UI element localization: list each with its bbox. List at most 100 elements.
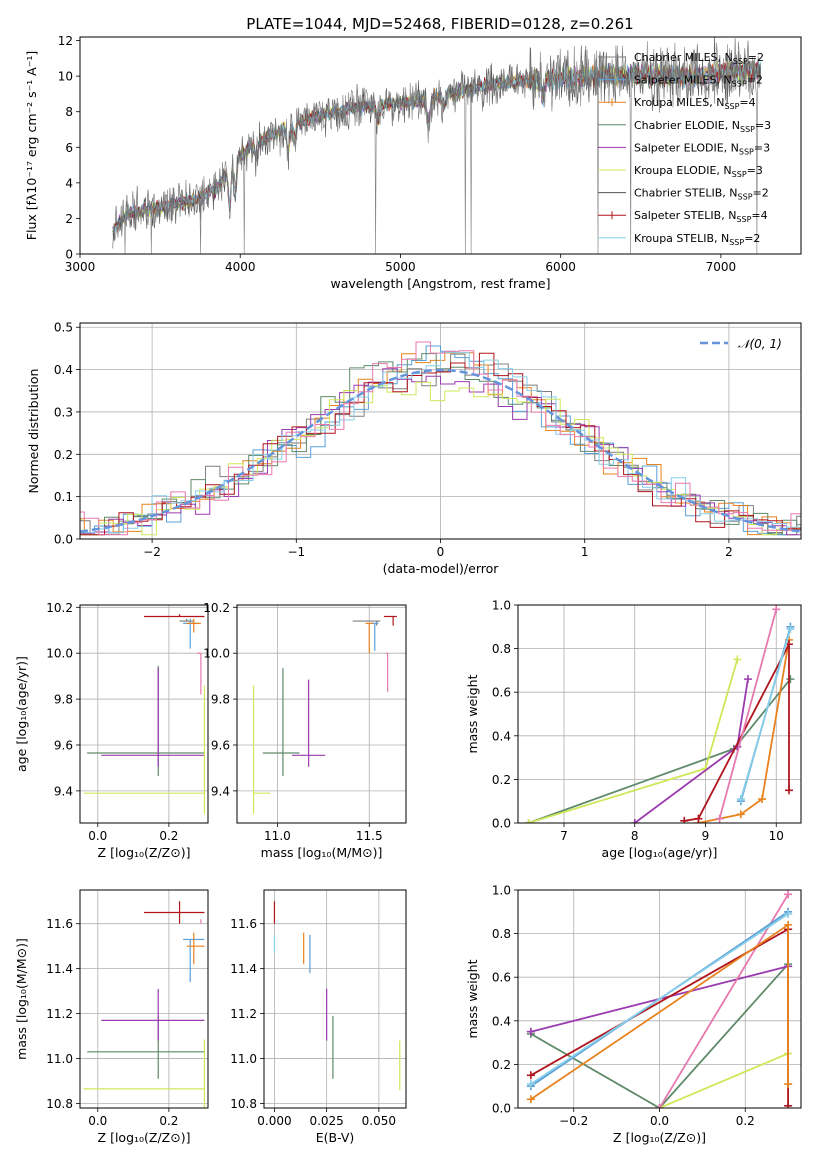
mass-weight-vs-age-marker (758, 795, 767, 804)
legend-label: Salpeter STELIB, NSSP=4 (634, 209, 768, 224)
mass-weight-vs-Z-xtick-label: −0.2 (559, 1114, 588, 1128)
mass-vs-Z-ylabel: mass [log₁₀(M/M⊙)] (14, 938, 29, 1060)
mass-weight-vs-age-ylabel: mass weight (465, 674, 480, 753)
age-vs-mass-plot-area (252, 615, 397, 814)
mass-vs-Z-xtick-label: 0.2 (159, 1114, 178, 1128)
residual-histograms-ytick-label: 0.3 (54, 405, 73, 419)
mass-weight-vs-age-plot-area (524, 605, 795, 823)
mass-weight-vs-age-frame (517, 604, 802, 824)
spectrum-legend: Chabrier MILES, NSSP=2 Salpeter MILES, NS… (598, 51, 771, 247)
mass-weight-vs-Z-line (659, 1052, 789, 1108)
spectrum-ytick-label: 12 (58, 34, 73, 48)
mass-weight-vs-age-xlabel: age [log₁₀(age/yr)] (602, 845, 718, 860)
mass-vs-Z-ytick-label: 11.0 (46, 1052, 73, 1066)
residual-histograms-ytick-label: 0.1 (54, 490, 73, 504)
mass-weight-vs-age-marker (784, 786, 793, 795)
mass-weight-vs-age-marker (772, 605, 781, 614)
legend-label: Kroupa STELIB, NSSP=2 (634, 232, 760, 247)
age-vs-mass-ytick-label: 10.2 (203, 601, 230, 615)
residual-histograms-xtick-label: 2 (725, 545, 733, 559)
mass-weight-vs-age-ytick-label: 0.8 (492, 642, 511, 656)
mass-weight-vs-Z-xtick-label: 0.0 (650, 1114, 669, 1128)
mass-weight-vs-age-marker (736, 810, 745, 819)
mass-weight-vs-Z-series (655, 890, 793, 1108)
spectrum-ytick-label: 6 (65, 141, 73, 155)
mass-weight-vs-age-marker (733, 655, 742, 664)
spectrum-xtick-label: 4000 (225, 260, 256, 274)
legend-label: Kroupa ELODIE, NSSP=3 (634, 164, 763, 179)
mass-weight-vs-Z-ytick-label: 0.2 (492, 1058, 511, 1072)
spectrum-ytick-label: 2 (65, 212, 73, 226)
mass-weight-vs-age-ytick-label: 1.0 (492, 599, 511, 613)
age-vs-Z-xtick-label: 0.0 (88, 829, 107, 843)
mass-weight-vs-age-ytick-label: 0.4 (492, 729, 511, 743)
mass-weight-vs-Z-xlabel: Z [log₁₀(Z/Z⊙)] (613, 1130, 706, 1145)
mass-vs-Z-grid (80, 890, 208, 1108)
mass-vs-Z-ytick-label: 11.4 (46, 962, 73, 976)
mass-weight-vs-age-marker (524, 819, 533, 823)
residual-histograms-xtick-label: −1 (287, 545, 305, 559)
age-vs-Z-plot-area (83, 614, 206, 814)
residual-histograms-xtick-label: 1 (581, 545, 589, 559)
age-vs-Z-point (186, 618, 201, 633)
residual-histograms-xlabel: (data-model)/error (383, 561, 500, 576)
legend-label: 𝒩(0, 1) (738, 337, 782, 351)
mass-weight-vs-Z-series (526, 909, 793, 1089)
residual-histograms-xtick-label: 0 (437, 545, 445, 559)
spectrum-ytick-label: 4 (65, 176, 73, 190)
mass-vs-Z-ytick-label: 10.8 (46, 1097, 73, 1111)
spectrum-plot-area (112, 37, 762, 254)
residual-histograms-panel: −2 −1 0 1 2 0.0 0.1 0.2 0.3 0.4 0.5 (data-model)/er… (26, 321, 802, 576)
mass-vs-ebv-ytick-label: 11.4 (230, 962, 257, 976)
spectrum-ytick-label: 8 (65, 105, 73, 119)
mass-vs-Z-point (101, 988, 205, 1041)
mass-vs-Z-xtick-label: 0.0 (88, 1114, 107, 1128)
mass-weight-vs-Z-marker (526, 1095, 535, 1104)
mass-weight-vs-Z-ytick-label: 0.6 (492, 971, 511, 985)
mass-vs-Z-frame (79, 889, 209, 1109)
mass-weight-vs-Z-marker (784, 909, 793, 918)
mass-weight-vs-age-panel: 7 8 9 10 0.0 0.2 0.4 0.6 0.8 1.0 age [log₁₀(age/yr… (465, 599, 802, 860)
spectrum-frame (79, 36, 802, 255)
age-vs-mass-ytick-label: 9.6 (211, 738, 230, 752)
age-vs-mass-grid (237, 605, 406, 823)
hist-step-pink (80, 341, 801, 536)
age-vs-Z-point (101, 668, 205, 767)
residual-histograms-xtick-label: −2 (143, 545, 161, 559)
mass-weight-vs-Z-marker (655, 1104, 664, 1108)
mass-vs-ebv-grid (264, 890, 406, 1108)
mass-weight-vs-Z-line (530, 913, 789, 1085)
mass-weight-vs-age-ytick-label: 0.2 (492, 773, 511, 787)
mass-weight-vs-age-line (718, 609, 778, 819)
age-vs-mass-frame (236, 604, 407, 824)
mass-vs-ebv-xtick-label: 0.050 (362, 1114, 396, 1128)
mass-weight-vs-age-marker (694, 814, 703, 823)
spectrum-panel: 3000 4000 5000 6000 7000 0 2 4 6 8 10 12 wavelength … (24, 34, 802, 291)
mass-weight-vs-Z-line (530, 963, 789, 1108)
spectrum-xtick-label: 6000 (545, 260, 576, 274)
age-vs-Z-ytick-label: 9.8 (54, 693, 73, 707)
mass-vs-Z-plot-area (83, 901, 206, 1108)
hist-legend: 𝒩(0, 1) (700, 337, 782, 351)
mass-weight-vs-Z-line (658, 893, 789, 1108)
mass-weight-vs-age-series (630, 675, 752, 823)
age-vs-mass-point (383, 615, 397, 626)
mass-vs-ebv-ytick-label: 11.2 (230, 1007, 257, 1021)
mass-weight-vs-age-xtick-label: 8 (631, 829, 639, 843)
mass-weight-vs-Z-marker (784, 1080, 793, 1089)
age-vs-Z-xlabel: Z [log₁₀(Z/Z⊙)] (98, 845, 191, 860)
mass-weight-vs-Z-marker (526, 1071, 535, 1080)
mass-vs-ebv-plot-area (273, 901, 401, 1091)
residual-histograms-plot-area (80, 341, 801, 536)
mass-weight-vs-Z-ytick-label: 1.0 (492, 884, 511, 898)
mass-weight-vs-age-marker (786, 675, 795, 684)
mass-weight-vs-Z-xtick-label: 0.2 (736, 1114, 755, 1128)
mass-vs-ebv-ytick-label: 10.8 (230, 1097, 257, 1111)
age-vs-Z-point (144, 614, 205, 618)
mass-weight-vs-Z-marker (784, 1101, 793, 1108)
residual-histograms-ytick-label: 0.2 (54, 448, 73, 462)
age-vs-Z-ylabel: age [log₁₀(age/yr)] (14, 656, 29, 772)
age-vs-Z-point (197, 652, 202, 695)
mass-weight-vs-age-marker (715, 814, 724, 823)
mass-weight-vs-age-xtick-label: 9 (702, 829, 710, 843)
